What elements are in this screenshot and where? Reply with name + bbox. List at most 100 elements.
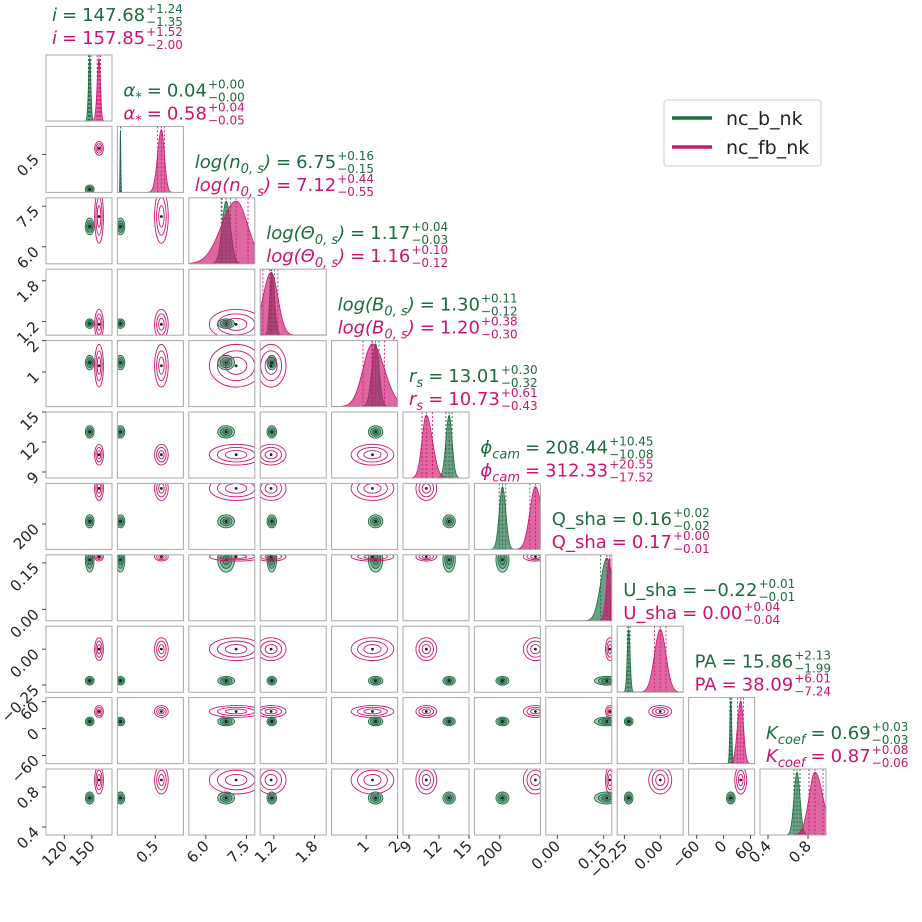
estimate-title: α* = 0.58 <box>123 103 207 128</box>
panel <box>84 554 104 573</box>
contour <box>158 317 165 331</box>
contour <box>208 483 255 501</box>
symbol-part: ) <box>406 318 415 339</box>
upper-error: +20.55 <box>609 457 653 471</box>
panel <box>474 483 541 550</box>
panel <box>260 425 287 466</box>
panel <box>617 626 684 693</box>
median-point <box>608 647 612 651</box>
median-point <box>119 322 122 326</box>
median-point <box>424 778 428 782</box>
panel <box>260 269 327 336</box>
panel <box>260 637 287 686</box>
symbol-part: PA <box>695 652 718 673</box>
legend-label: nc_b_nk <box>726 108 803 130</box>
histogram <box>117 129 184 193</box>
symbol-part: ϕ <box>480 437 492 458</box>
median-point <box>88 322 92 326</box>
median-value: 15.86 <box>742 652 794 673</box>
contour <box>95 769 103 791</box>
panel-frame <box>45 197 113 265</box>
contour <box>95 446 103 463</box>
median-point <box>447 796 451 800</box>
median-point <box>88 225 92 228</box>
median-point <box>605 720 609 723</box>
contour <box>94 141 104 156</box>
panel-frame <box>473 554 541 622</box>
panel <box>117 343 169 388</box>
median-point <box>88 519 92 523</box>
symbol-part: r <box>409 389 418 410</box>
median-point <box>160 322 163 326</box>
contour <box>154 443 169 466</box>
upper-error: +0.38 <box>481 315 518 329</box>
median-point <box>627 720 631 723</box>
histogram <box>46 57 112 121</box>
median-point <box>374 720 377 723</box>
symbol-part: log(n <box>195 175 241 196</box>
median-point <box>160 710 163 713</box>
contour <box>415 554 438 562</box>
median-value: 208.44 <box>545 437 608 458</box>
contour <box>260 483 287 501</box>
contour <box>94 308 104 336</box>
histogram <box>545 557 612 621</box>
median-point <box>119 430 122 434</box>
median-point <box>627 796 631 800</box>
equals: = <box>276 175 291 196</box>
histogram <box>188 200 255 264</box>
symbol-part: ϕ <box>480 460 492 481</box>
symbol-part: ) <box>336 246 345 267</box>
panel-frame <box>116 411 184 479</box>
panel-frame <box>759 768 827 836</box>
panel <box>415 554 456 573</box>
panel-frame <box>259 554 327 622</box>
panel-frame <box>331 554 399 622</box>
symbol-part: log(Θ <box>266 246 315 267</box>
panel <box>117 197 169 244</box>
contour <box>651 706 669 717</box>
panel-frame <box>259 768 327 836</box>
equals: = <box>811 723 826 744</box>
contour <box>606 706 612 717</box>
panel <box>117 308 169 336</box>
panel-frame <box>259 697 327 765</box>
upper-error: +0.08 <box>872 743 909 757</box>
median-point <box>97 647 101 651</box>
panel-frame <box>116 482 184 550</box>
median-value: 1.16 <box>370 246 410 267</box>
lower-error: −0.05 <box>208 113 245 127</box>
estimate-title: log(Θ0, s) = 1.17 <box>266 223 410 248</box>
lower-error: −0.03 <box>411 233 448 247</box>
contour <box>96 708 102 715</box>
x-tick-label: 0.4 <box>745 837 775 867</box>
lower-error: −0.12 <box>481 305 518 319</box>
panel <box>495 637 541 686</box>
median-value: 157.85 <box>82 28 145 49</box>
lower-error: −0.55 <box>337 185 374 199</box>
contour <box>158 644 165 655</box>
equals: = <box>350 223 365 244</box>
panel-frame <box>616 768 684 836</box>
contour <box>156 769 167 791</box>
panel <box>415 483 456 529</box>
panel-frame <box>688 768 756 836</box>
contour <box>216 483 255 498</box>
panel-frame <box>188 268 256 336</box>
median-value: 312.33 <box>545 460 608 481</box>
upper-error: +0.01 <box>758 577 795 591</box>
histogram <box>474 486 541 550</box>
panel-frame <box>45 482 113 550</box>
median-point <box>224 796 228 800</box>
median-point <box>88 558 92 562</box>
panel <box>495 705 541 727</box>
panel-frame <box>545 554 613 622</box>
contour <box>522 637 541 662</box>
symbol-part: coef <box>778 733 808 748</box>
symbol-part: i <box>52 28 57 49</box>
x-tick-label: 0.00 <box>528 837 564 873</box>
median-point <box>119 225 122 228</box>
median-point <box>608 710 612 713</box>
contour <box>260 637 287 662</box>
equals: = <box>525 437 540 458</box>
